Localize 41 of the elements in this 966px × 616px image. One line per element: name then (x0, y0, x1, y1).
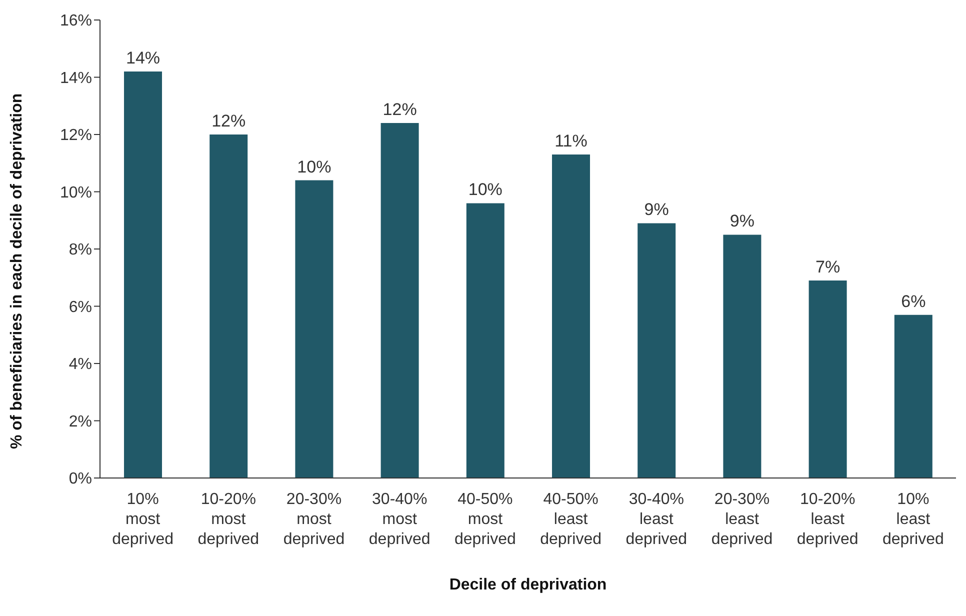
bar (380, 123, 419, 478)
x-tick-label: 10-20% least deprived (796, 491, 858, 548)
data-label: 10% (468, 180, 502, 200)
y-tick-label: 6% (68, 298, 92, 316)
x-tick-label: 10% least deprived (882, 491, 944, 548)
y-tick-label: 16% (60, 12, 92, 30)
x-tick-label: 20-30% most deprived (283, 491, 345, 548)
x-tick-label: 20-30% least deprived (711, 491, 773, 548)
y-tick-label: 10% (60, 184, 92, 202)
x-tick-label: 30-40% least deprived (626, 491, 688, 548)
bar (894, 314, 932, 478)
y-tick-label: 0% (68, 470, 92, 488)
data-label: 6% (901, 292, 926, 311)
x-tick-label: 40-50% most deprived (454, 491, 516, 548)
bar (210, 134, 248, 478)
x-tick-label: 10% most deprived (112, 491, 174, 548)
y-tick-label: 12% (60, 127, 92, 144)
x-tick-label: 10-20% most deprived (198, 491, 260, 548)
x-axis-title: Decile of deprivation (449, 576, 607, 594)
data-label: 9% (730, 212, 754, 231)
data-label: 12% (212, 112, 246, 130)
data-label: 9% (644, 200, 669, 220)
y-tick-label: 8% (68, 242, 92, 259)
bar (124, 72, 162, 478)
data-label: 11% (554, 132, 588, 151)
bar (466, 203, 504, 478)
y-tick-label: 4% (68, 356, 92, 374)
bar (552, 154, 590, 478)
x-tick-label: 40-50% least deprived (540, 491, 602, 548)
bar (638, 223, 676, 478)
data-label: 7% (816, 257, 840, 276)
y-tick-label: 2% (68, 413, 92, 430)
bar (808, 280, 847, 478)
y-tick-label: 14% (60, 70, 92, 87)
data-label: 14% (126, 48, 160, 68)
data-label: 12% (382, 100, 417, 120)
bar (295, 180, 334, 478)
bar (723, 234, 762, 478)
x-tick-label: 30-40% most deprived (368, 491, 430, 548)
data-label: 10% (297, 157, 332, 176)
y-axis-title: % of beneficiaries in each decile of deprivation (8, 93, 26, 449)
